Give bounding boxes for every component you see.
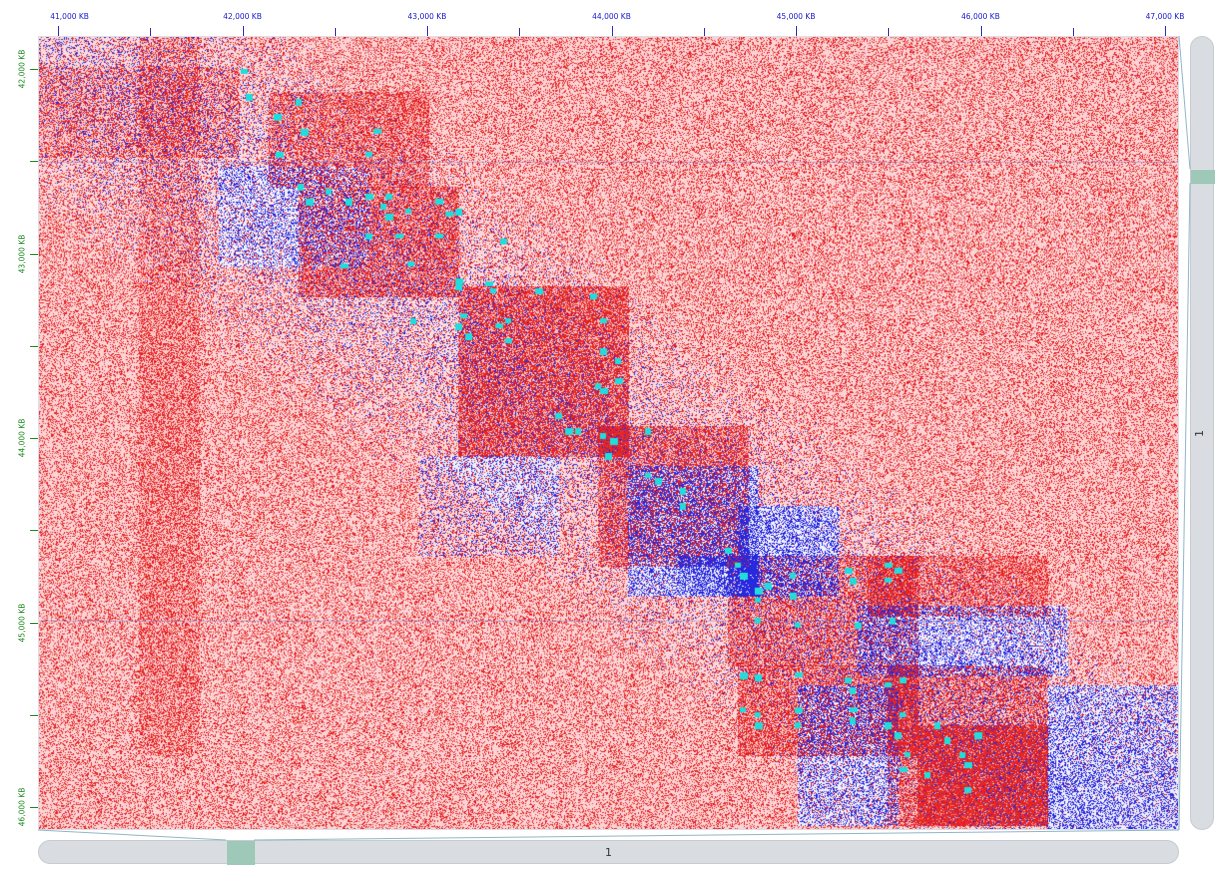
viewport-connector-lines [0,0,1231,885]
